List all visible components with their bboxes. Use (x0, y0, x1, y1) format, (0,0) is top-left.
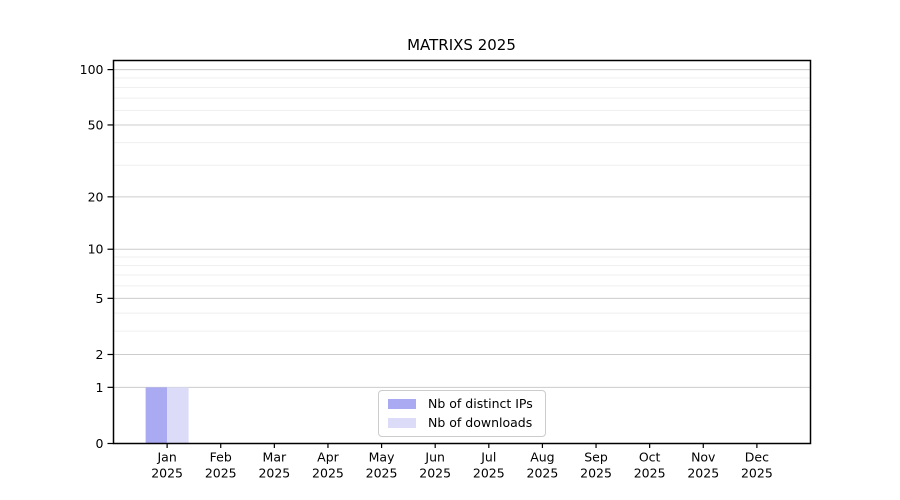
bar-nb-of-downloads-jan (167, 387, 189, 444)
chart-title: MATRIXS 2025 (407, 36, 516, 54)
x-tick-label-year: 2025 (258, 466, 290, 481)
x-tick-label-month: Sep (584, 450, 608, 465)
legend-swatch-distinct-ips (388, 399, 416, 409)
x-tick-label-year: 2025 (580, 466, 612, 481)
legend-item-downloads: Nb of downloads (388, 415, 536, 431)
x-tick-label-year: 2025 (634, 466, 666, 481)
x-tick-label-month: Aug (530, 450, 554, 465)
y-tick-label: 1 (96, 380, 104, 395)
legend-label-distinct-ips: Nb of distinct IPs (428, 396, 533, 411)
x-tick-label-month: Jan (156, 450, 176, 465)
x-tick-label-month: Dec (745, 450, 769, 465)
y-tick-label: 20 (88, 189, 104, 204)
y-tick-label: 50 (88, 117, 104, 132)
x-tick-label-year: 2025 (473, 466, 505, 481)
x-tick-label-year: 2025 (312, 466, 344, 481)
x-tick-label-month: Apr (317, 450, 339, 465)
x-tick-label-month: Jun (424, 450, 445, 465)
x-tick-label-year: 2025 (741, 466, 773, 481)
legend: Nb of distinct IPs Nb of downloads (378, 390, 546, 437)
bar-nb-of-distinct-ips-jan (145, 387, 168, 444)
x-tick-label-year: 2025 (687, 466, 719, 481)
y-tick-label: 5 (96, 291, 104, 306)
plot-border (112, 59, 812, 445)
y-tick-label: 100 (80, 62, 104, 77)
legend-swatch-downloads (388, 418, 416, 428)
legend-label-downloads: Nb of downloads (428, 415, 533, 430)
y-tick-label: 10 (88, 242, 104, 257)
x-tick-label-month: Nov (691, 450, 716, 465)
legend-item-distinct-ips: Nb of distinct IPs (388, 396, 536, 412)
y-tick-label: 2 (96, 347, 104, 362)
x-tick-label-month: May (369, 450, 395, 465)
x-tick-label-month: Jul (480, 450, 496, 465)
x-tick-label-month: Feb (210, 450, 232, 465)
x-tick-label-month: Mar (263, 450, 287, 465)
y-tick-label: 0 (96, 436, 104, 451)
x-tick-label-year: 2025 (366, 466, 398, 481)
x-tick-label-year: 2025 (527, 466, 559, 481)
x-tick-label-year: 2025 (419, 466, 451, 481)
x-tick-label-year: 2025 (205, 466, 237, 481)
x-tick-label-month: Oct (639, 450, 661, 465)
x-tick-label-year: 2025 (151, 466, 183, 481)
